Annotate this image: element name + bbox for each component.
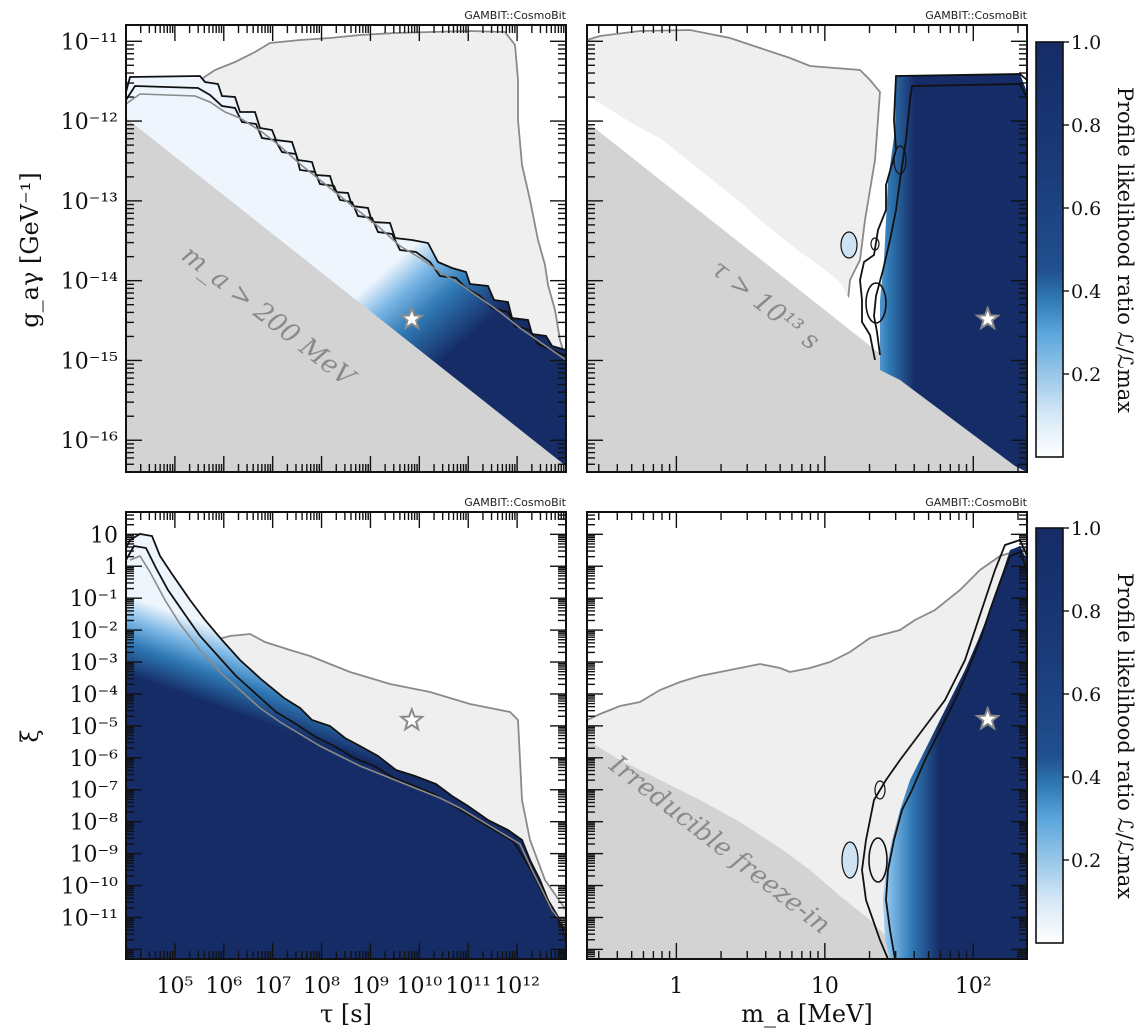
- y-tick-label: 10: [90, 523, 118, 548]
- y-tick-label: 10⁻¹⁵: [61, 349, 118, 374]
- x-axis-label-left: τ [s]: [320, 1000, 372, 1028]
- plot-frame: [586, 24, 1028, 473]
- x-tick-label: 10⁸: [303, 974, 340, 999]
- panel-top-right: τ > 10¹³ s: [587, 25, 1027, 472]
- contour-outer: [859, 73, 1027, 361]
- contour-grey-boundary: [129, 555, 566, 929]
- colorbar-tick-label: 0.6: [1071, 198, 1101, 220]
- y-tick-label: 10⁻¹³: [61, 190, 118, 215]
- contour-inner: [873, 83, 1027, 356]
- y-axis-label-top: g_aγ [GeV⁻¹]: [16, 172, 44, 327]
- watermark-bottom-right: GAMBIT::CosmoBit: [925, 496, 1027, 509]
- axes-layer: 10⁻¹¹ 10⁻¹² 10⁻¹³ 10⁻¹⁴ 10⁻¹⁵ 10⁻¹⁶ 10 1 10⁻¹ 10⁻…: [61, 24, 1028, 999]
- y-tick-label: 10⁻¹²: [61, 110, 118, 135]
- y-tick-label: 10⁻¹¹: [61, 906, 118, 931]
- contour-inner: [885, 550, 1027, 959]
- y-tick-label: 10⁻¹⁰: [61, 875, 118, 900]
- x-tick-label: 10⁷: [254, 974, 291, 999]
- y-tick-label: 10⁻¹: [70, 587, 118, 612]
- colorbar-tick-label: 0.8: [1071, 601, 1101, 623]
- y-tick-label: 1: [104, 555, 118, 580]
- y-tick-label: 10⁻⁶: [70, 747, 119, 772]
- contour-island: [893, 145, 907, 175]
- colorbar-tick-label: 1.0: [1071, 518, 1101, 540]
- contour-island: [841, 841, 859, 879]
- contour-outer: [861, 538, 1027, 959]
- y-tick-label: 10⁻¹⁶: [61, 429, 118, 454]
- x-tick-label: 10¹²: [494, 974, 540, 999]
- y-tick-label: 10⁻¹¹: [61, 30, 118, 55]
- contour-island: [868, 837, 888, 883]
- best-fit-star: [974, 705, 1001, 731]
- colorbar-tick-label: 0.2: [1071, 850, 1101, 872]
- x-tick-label: 1: [669, 974, 683, 999]
- panel-bottom-left: [126, 512, 566, 959]
- grey-excluded-region: [587, 740, 900, 959]
- colorbar-tick-label: 0.4: [1071, 281, 1101, 303]
- x-tick-label: 10²: [955, 974, 992, 999]
- contour-island: [865, 282, 887, 324]
- best-fit-star-marker: [398, 706, 425, 732]
- contour-island: [874, 780, 886, 800]
- plot-frame: [125, 24, 567, 473]
- colorbar-label: Profile likelihood ratio ℒ/ℒmax: [1113, 87, 1137, 413]
- x-tick-label: 10: [811, 974, 839, 999]
- best-fit-star: [974, 305, 1001, 331]
- colorbar-tick-label: 0.4: [1071, 767, 1101, 789]
- y-tick-label: 10⁻⁸: [70, 811, 119, 836]
- x-tick-label: 10⁶: [205, 974, 242, 999]
- contour-outer: [126, 533, 566, 941]
- x-tick-label: 10¹⁰: [397, 974, 443, 999]
- y-tick-label: 10⁻⁴: [70, 683, 119, 708]
- colorbar-bottom: 1.0 0.8 0.6 0.4 0.2 Profile likelihood ratio…: [1035, 518, 1137, 944]
- y-tick-label: 10⁻⁵: [70, 715, 118, 740]
- y-tick-label: 10⁻¹⁴: [61, 270, 118, 295]
- grey-excluded-region: [126, 118, 566, 472]
- best-fit-star-marker: [974, 305, 1001, 331]
- y-tick-label: 10⁻⁹: [70, 843, 119, 868]
- colorbar-gradient: [1035, 41, 1064, 458]
- contour-inner: [126, 545, 566, 933]
- colorbar-gradient: [1035, 527, 1064, 944]
- colorbar-tick-label: 1.0: [1071, 32, 1101, 54]
- panel-top-left: m_a > 200 MeV: [126, 25, 566, 472]
- best-fit-star: [398, 305, 425, 331]
- contour-grey-boundary: [126, 93, 566, 361]
- y-tick-label: 10⁻²: [70, 619, 118, 644]
- x-axis-label-right: m_a [MeV]: [741, 1000, 873, 1028]
- watermark-top-left: GAMBIT::CosmoBit: [464, 9, 566, 22]
- y-tick-label: 10⁻³: [70, 651, 118, 676]
- best-fit-star-marker: [974, 705, 1001, 731]
- x-tick-label: 10¹¹: [445, 974, 491, 999]
- watermark-top-right: GAMBIT::CosmoBit: [925, 9, 1027, 22]
- contour-island: [870, 237, 880, 251]
- likelihood-region: [883, 546, 1027, 959]
- y-axis-label-bottom: ξ: [16, 729, 44, 742]
- best-fit-star: [398, 706, 425, 732]
- colorbar-top: 1.0 0.8 0.6 0.4 0.2 Profile likelihood ratio…: [1035, 32, 1137, 458]
- x-tick-label: 10⁵: [156, 974, 193, 999]
- colorbar-tick-label: 0.8: [1071, 115, 1101, 137]
- panel-bottom-right: Irreducible freeze-in: [587, 512, 1027, 959]
- colorbar-tick-label: 0.6: [1071, 684, 1101, 706]
- colorbar-tick-label: 0.2: [1071, 364, 1101, 386]
- best-fit-star-marker: [398, 305, 425, 331]
- likelihood-region: [126, 534, 566, 959]
- likelihood-region: [880, 74, 1027, 472]
- watermark-bottom-left: GAMBIT::CosmoBit: [464, 496, 566, 509]
- contour-island: [840, 231, 858, 259]
- colorbar-label: Profile likelihood ratio ℒ/ℒmax: [1113, 573, 1137, 899]
- y-tick-label: 10⁻⁷: [70, 779, 119, 804]
- x-tick-label: 10⁹: [352, 974, 389, 999]
